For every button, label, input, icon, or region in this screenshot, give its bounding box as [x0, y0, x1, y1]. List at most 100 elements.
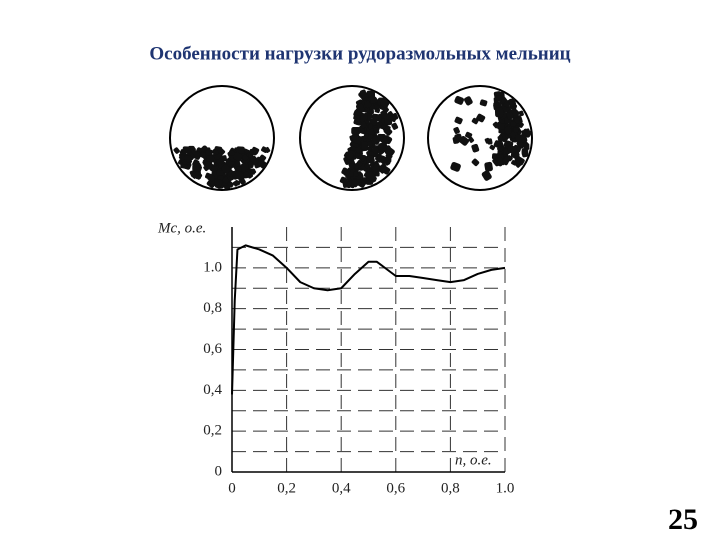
particle: [515, 157, 522, 164]
particle: [351, 179, 359, 186]
data-line: [231, 244, 506, 395]
particle: [234, 170, 245, 181]
particle: [518, 110, 524, 117]
particle: [364, 163, 371, 170]
x-tick-label: 0: [228, 480, 236, 496]
particle: [207, 174, 215, 182]
particle: [353, 171, 359, 178]
particle: [454, 116, 463, 125]
particle: [489, 144, 496, 151]
particle: [205, 149, 213, 156]
particle: [233, 152, 244, 162]
slide-title: Особенности нагрузки рудоразмольных мель…: [149, 43, 570, 64]
particle: [497, 122, 506, 130]
particle: [378, 142, 387, 152]
particle: [368, 95, 378, 105]
particle: [520, 134, 528, 143]
y-tick-label: 0,8: [203, 300, 222, 316]
particle: [510, 121, 517, 127]
y-tick-label: 1.0: [203, 259, 222, 275]
particle: [232, 180, 239, 187]
particle: [250, 168, 257, 175]
particle: [486, 138, 493, 145]
particle: [521, 148, 529, 156]
particle: [503, 148, 509, 154]
particle: [213, 149, 219, 156]
particle: [360, 113, 368, 120]
particle: [459, 135, 470, 146]
mill-circle: [427, 85, 533, 191]
particle: [494, 95, 502, 102]
particle: [192, 163, 202, 172]
mill-illustrations: [169, 85, 533, 191]
particle: [481, 170, 492, 181]
particle: [250, 155, 259, 165]
particle: [358, 153, 366, 162]
particle: [214, 179, 223, 187]
particle: [465, 131, 473, 139]
particle: [513, 127, 519, 133]
particle: [222, 176, 230, 184]
particle: [367, 123, 373, 130]
particle: [236, 146, 245, 154]
x-axis-label: n, о.е.: [455, 452, 492, 468]
particle: [497, 145, 504, 152]
particle: [385, 152, 393, 160]
particle: [506, 111, 514, 120]
particle: [366, 155, 374, 164]
particle: [364, 100, 372, 109]
particle: [221, 164, 231, 174]
particle: [221, 155, 227, 161]
particle: [497, 141, 504, 148]
particle: [382, 112, 390, 120]
x-tick-label: 0,2: [277, 480, 296, 496]
particle: [471, 143, 480, 153]
y-tick-label: 0: [215, 463, 223, 479]
particle: [515, 134, 523, 143]
mill-circle: [169, 85, 275, 191]
particle: [367, 141, 373, 148]
particle: [199, 152, 206, 159]
particle: [344, 151, 354, 160]
particle: [206, 155, 215, 163]
particle: [339, 176, 349, 185]
particle: [479, 99, 488, 107]
particle: [484, 161, 493, 172]
particle: [463, 96, 473, 106]
particle: [216, 169, 224, 177]
particle: [259, 154, 267, 162]
particle: [471, 158, 480, 167]
particle: [354, 145, 362, 154]
particle: [242, 154, 249, 161]
x-tick-label: 0,6: [386, 480, 405, 496]
particle: [391, 122, 399, 130]
particle: [182, 146, 191, 154]
particle: [178, 154, 186, 161]
particle: [371, 135, 380, 144]
particle: [379, 164, 388, 173]
particle: [195, 174, 201, 180]
particle: [205, 160, 213, 169]
x-tick-label: 0,4: [332, 480, 351, 496]
y-tick-label: 0,4: [203, 382, 222, 398]
particle: [211, 166, 218, 172]
particle: [380, 99, 390, 108]
particle: [507, 145, 517, 154]
particle: [476, 113, 486, 123]
particle: [508, 98, 517, 107]
particle: [454, 95, 465, 105]
particle: [183, 155, 193, 163]
particle: [496, 157, 504, 165]
page-number: 25: [668, 503, 698, 536]
particle: [388, 115, 397, 123]
particle: [503, 101, 511, 108]
particle: [264, 146, 271, 153]
particle: [355, 103, 365, 113]
particle: [351, 126, 361, 135]
particle: [384, 125, 391, 131]
particle: [504, 126, 512, 135]
particle: [371, 146, 379, 154]
particle: [374, 107, 381, 114]
y-tick-label: 0,6: [203, 341, 222, 357]
